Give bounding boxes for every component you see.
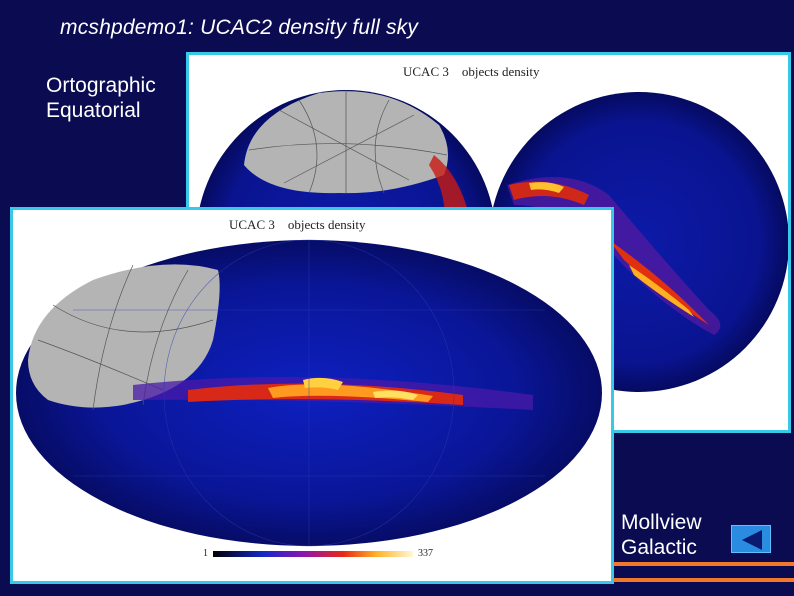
- orange-divider-top: [614, 562, 794, 566]
- slide-title: mcshpdemo1: UCAC2 density full sky: [60, 16, 419, 39]
- orange-divider-bottom: [614, 578, 794, 582]
- colorbar: [213, 551, 413, 557]
- moll-label-line1: Mollview: [621, 511, 702, 534]
- moll-label-line2: Galactic: [621, 536, 697, 559]
- ortho-map-title: UCAC 3 objects density: [403, 64, 540, 79]
- mollview-map-panel: UCAC 3 objects density: [10, 207, 614, 584]
- moll-galactic-band: [133, 377, 533, 410]
- moll-masked-region: [28, 264, 220, 408]
- ortho-label-line1: Ortographic: [46, 74, 156, 97]
- mollview-map-image: [16, 239, 602, 557]
- ortho-label-line2: Equatorial: [46, 99, 141, 122]
- back-arrow-icon: [742, 530, 762, 550]
- back-button[interactable]: [731, 525, 771, 553]
- colorbar-min-label: 1: [203, 548, 208, 559]
- colorbar-max-label: 337: [418, 548, 433, 559]
- moll-projection-label: Mollview Galactic: [621, 510, 702, 560]
- ortho-galactic-band: [507, 177, 721, 335]
- ortho-projection-label: Ortographic Equatorial: [46, 73, 156, 123]
- moll-map-title: UCAC 3 objects density: [229, 217, 366, 232]
